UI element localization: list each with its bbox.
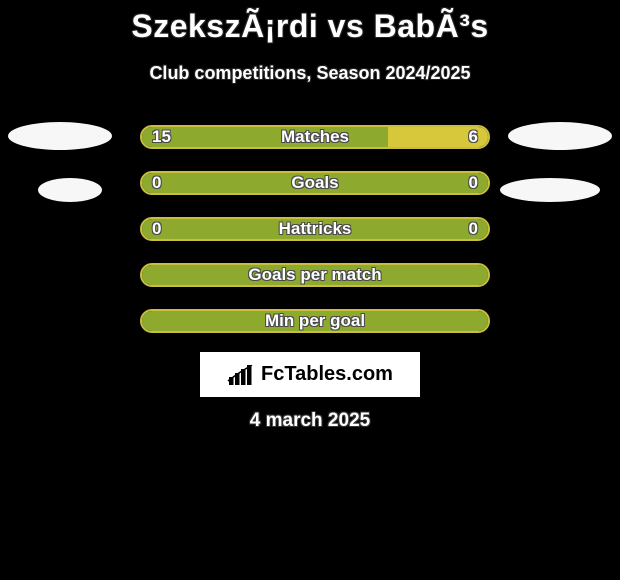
- stat-bar-left-fill: [142, 265, 488, 285]
- page-title: SzekszÃ¡rdi vs BabÃ³s: [0, 0, 620, 45]
- stat-bar-row: Min per goal: [140, 309, 490, 333]
- stat-bars: 15Matches6 0Goals0 0Hattricks0 Goals per ma…: [140, 125, 490, 355]
- bar-chart-icon: [227, 365, 255, 385]
- comparison-infographic: SzekszÃ¡rdi vs BabÃ³s Club competitions,…: [0, 0, 620, 580]
- date-label: 4 march 2025: [0, 410, 620, 432]
- stat-bar-left-fill: [142, 127, 388, 147]
- avatar-placeholder: [500, 178, 600, 202]
- stat-bar-row: Goals per match: [140, 263, 490, 287]
- stat-bar-row: 0Hattricks0: [140, 217, 490, 241]
- avatar-placeholder: [508, 122, 612, 150]
- stat-bar-right-fill: [388, 127, 488, 147]
- stat-bar-left-fill: [142, 219, 488, 239]
- watermark-text: FcTables.com: [261, 363, 393, 386]
- avatar-placeholder: [8, 122, 112, 150]
- stat-bar-row: 15Matches6: [140, 125, 490, 149]
- page-subtitle: Club competitions, Season 2024/2025: [0, 63, 620, 84]
- avatar-placeholder: [38, 178, 102, 202]
- stat-bar-row: 0Goals0: [140, 171, 490, 195]
- stat-bar-left-fill: [142, 173, 488, 193]
- watermark-logo: FcTables.com: [200, 352, 420, 397]
- stat-bar-left-fill: [142, 311, 488, 331]
